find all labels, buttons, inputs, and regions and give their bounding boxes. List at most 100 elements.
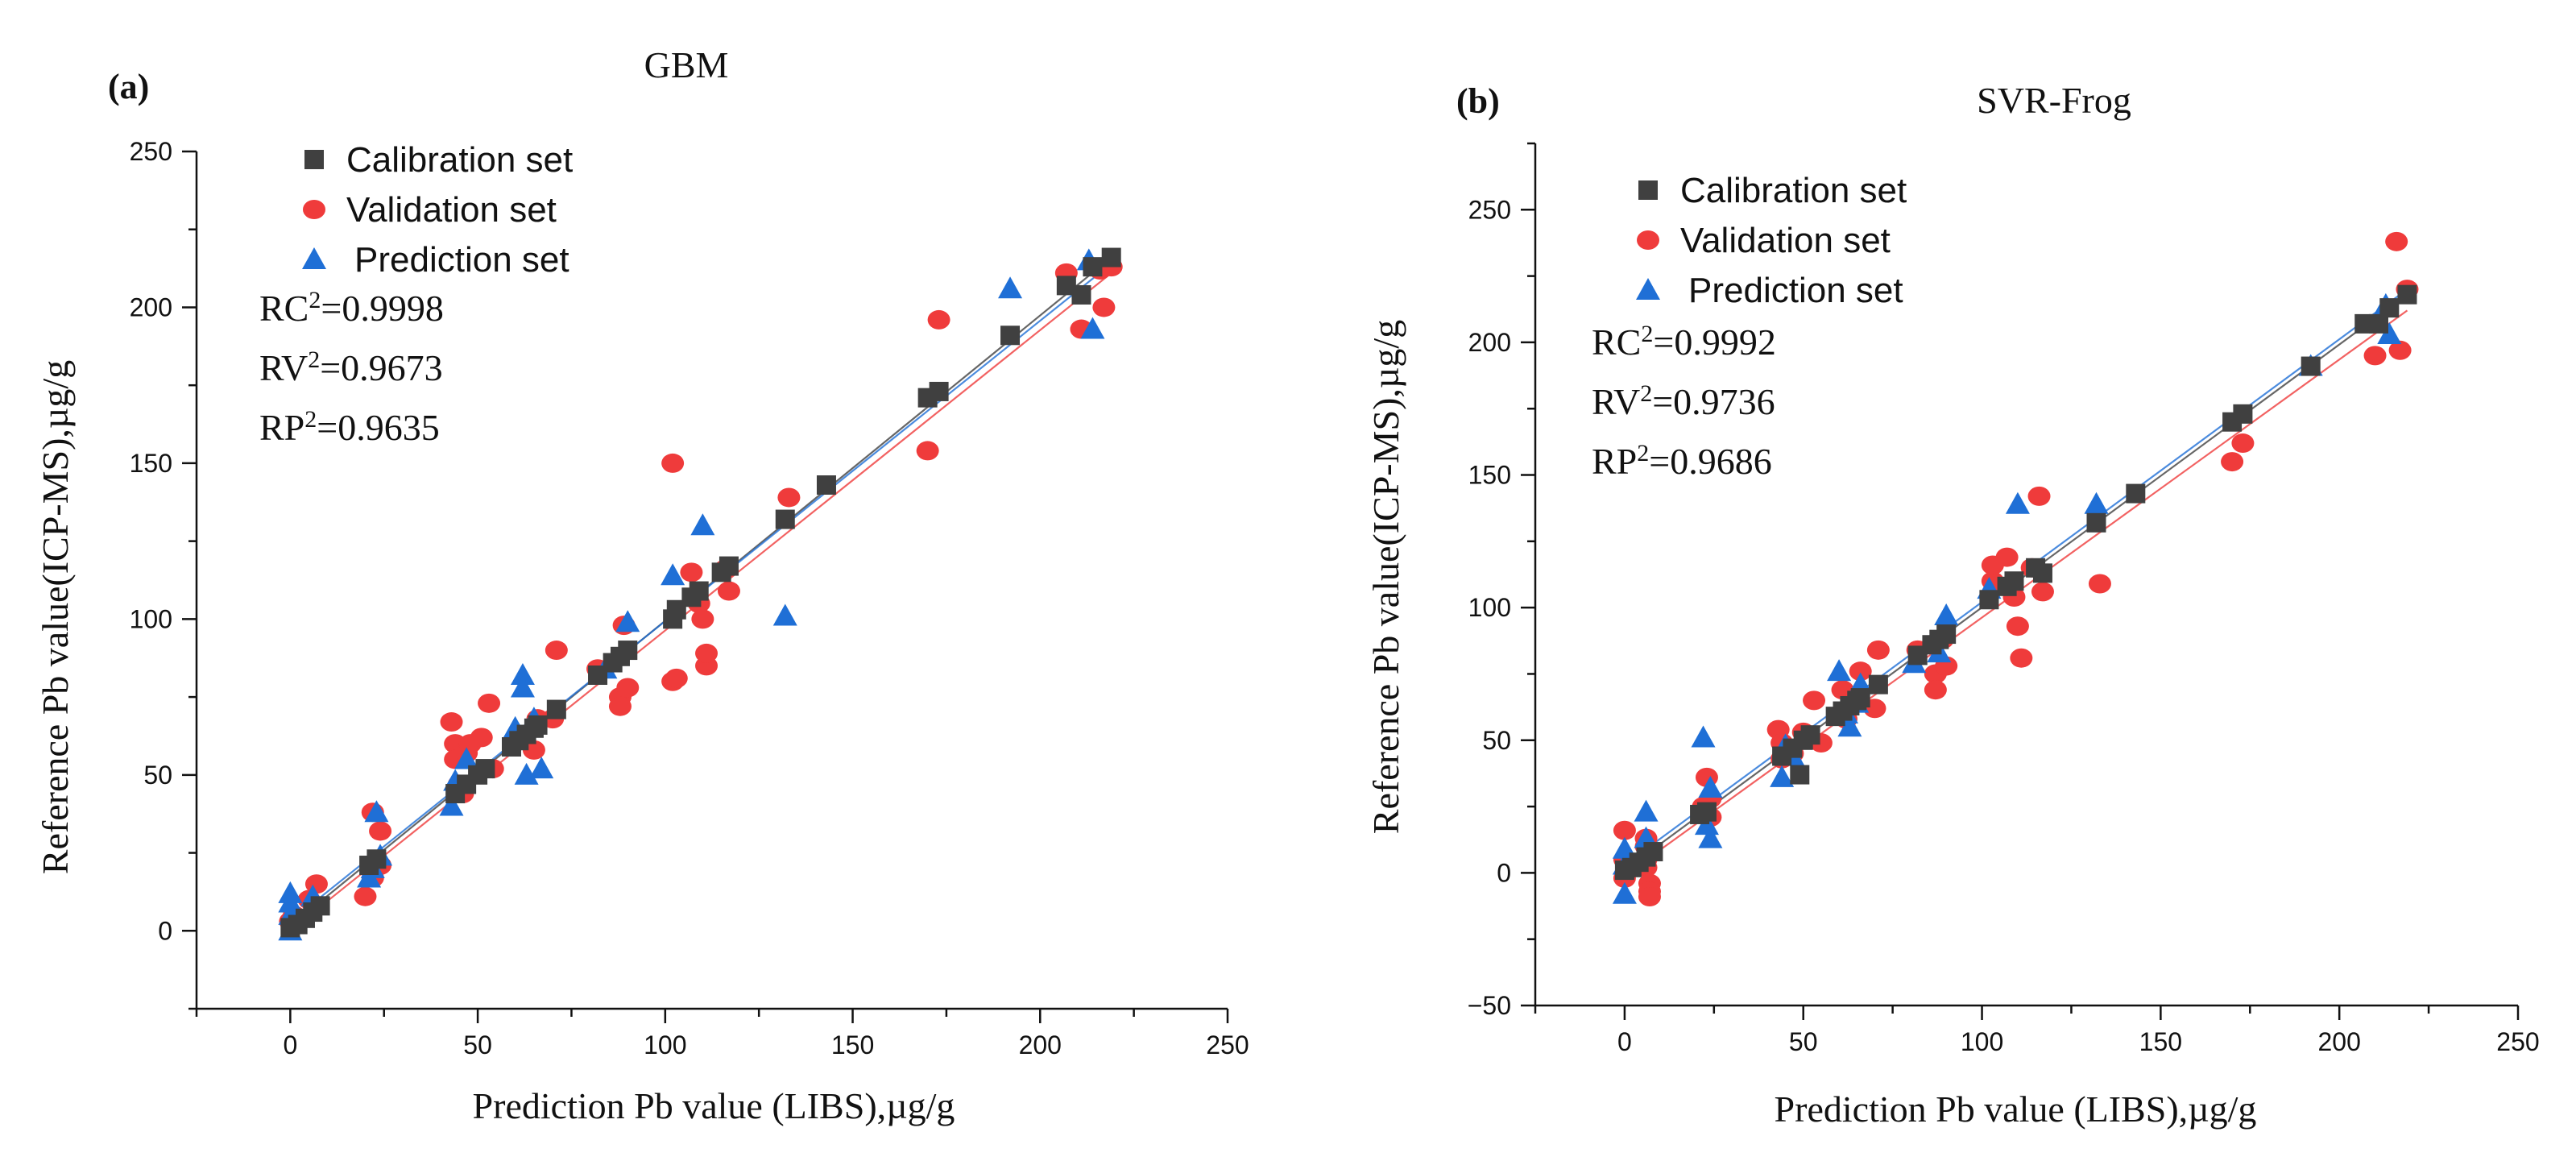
panel-b-legend: Calibration set Validation set Prediction … [1636, 171, 1907, 310]
r-squared-annotation: RC2=0.9998 [259, 287, 444, 329]
data-point [665, 668, 688, 688]
legend-marker [1636, 278, 1660, 300]
r-squared-annotation: RP2=0.9686 [1592, 440, 1772, 482]
data-point [929, 381, 949, 401]
panel-b-x-tick-label: 200 [2317, 1027, 2360, 1056]
data-point [2088, 574, 2111, 594]
data-point [661, 563, 685, 586]
panel-a-x-axis-label: Prediction Pb value (LIBS),µg/g [473, 1085, 955, 1126]
data-point [1071, 284, 1091, 305]
data-point [1643, 842, 1663, 862]
data-point [510, 663, 535, 686]
data-point [1612, 881, 1637, 904]
data-point [618, 641, 638, 661]
data-point [661, 453, 685, 473]
data-point [529, 757, 554, 779]
data-point [717, 581, 740, 601]
panel-a-x-tick-label: 50 [463, 1030, 492, 1059]
data-point [608, 696, 632, 716]
data-point [616, 678, 640, 698]
data-point [2031, 582, 2054, 602]
panel-b-y-tick-label: −50 [1468, 991, 1511, 1020]
data-point [545, 641, 568, 661]
data-point [2379, 298, 2400, 318]
data-point [2233, 404, 2253, 424]
data-point [1696, 802, 1717, 822]
panel-a-plot: 0 50 100 150 200 250 0 50 100 150 200 250 Calibratio… [130, 137, 1249, 1059]
panel-b: (b) SVR-Frog Prediction Pb value (LIBS),… [1365, 80, 2256, 1130]
panel-a-y-tick-label: 250 [130, 137, 172, 166]
panel-b-x-tick-label: 50 [1789, 1027, 1818, 1056]
panel-a-x-tick-label: 200 [1019, 1030, 1062, 1059]
panel-b-plot: 0 50 100 150 200 250 −50 0 50 100 150 200 250 Calibra… [1468, 142, 2540, 1056]
data-point [680, 562, 703, 583]
panel-b-label: (b) [1456, 81, 1500, 121]
panel-a-y-axis-label: Reference Pb value(ICP-MS),µg/g [35, 360, 76, 874]
data-point [1101, 247, 1121, 267]
panel-a: (a) GBM Prediction Pb value (LIBS),µg/g … [35, 44, 955, 1126]
panel-a-series-calibration-set [280, 247, 1121, 938]
data-point [2032, 563, 2052, 583]
data-point [689, 581, 709, 601]
data-point [1613, 820, 1636, 840]
panel-b-y-tick-label: 250 [1468, 195, 1511, 224]
data-point [1803, 690, 1826, 711]
data-point [1000, 325, 1021, 346]
data-point [2005, 491, 2030, 514]
legend-entry: Calibration set [346, 140, 573, 180]
data-point [1934, 603, 1959, 626]
data-point [1638, 887, 1661, 907]
data-point [1866, 640, 1890, 660]
data-point [1698, 826, 1723, 848]
panel-b-y-tick-label: 150 [1468, 461, 1511, 490]
data-point [2363, 346, 2387, 366]
data-point [927, 309, 950, 330]
panel-b-y-tick-label: 100 [1468, 593, 1511, 622]
data-point [690, 513, 715, 536]
data-point [354, 886, 377, 906]
data-point [1080, 317, 1105, 339]
legend-marker [303, 200, 325, 219]
panel-b-y-axis-label: Reference Pb value(ICP-MS),µg/g [1365, 320, 1406, 834]
data-point [1770, 765, 1795, 787]
data-point [475, 759, 495, 779]
data-point [816, 475, 836, 495]
data-point [1083, 257, 1103, 277]
panel-a-y-tick-label: 200 [130, 292, 172, 321]
data-point [1092, 297, 1116, 317]
data-point [364, 800, 389, 823]
data-point [2377, 322, 2402, 345]
panel-a-title: GBM [644, 44, 729, 85]
panel-b-x-tick-label: 150 [2139, 1027, 2182, 1056]
data-point [369, 821, 392, 841]
data-point [310, 896, 330, 916]
data-point [1995, 547, 2019, 567]
data-point [1634, 799, 1659, 822]
data-point [278, 881, 303, 903]
data-point [615, 610, 640, 632]
data-point [1868, 674, 1888, 695]
data-point [304, 874, 328, 894]
data-point [454, 747, 479, 769]
panel-b-series-calibration-set [1614, 284, 2417, 881]
data-point [2010, 648, 2033, 668]
data-point [2086, 512, 2106, 533]
data-point [478, 693, 501, 713]
data-point [777, 487, 801, 508]
data-point [1790, 765, 1810, 785]
data-point [1924, 680, 1947, 700]
data-point [1849, 661, 1872, 682]
data-point [695, 643, 719, 663]
data-point [2221, 452, 2244, 472]
r-squared-annotation: RP2=0.9635 [259, 406, 440, 448]
r-squared-annotation: RV2=0.9673 [259, 346, 443, 388]
data-point [1691, 725, 1716, 748]
panel-a-y-tick-label: 100 [130, 604, 172, 633]
panel-b-x-tick-label: 100 [1961, 1027, 2003, 1056]
data-point [998, 276, 1023, 299]
panel-a-y-tick-label: 150 [130, 449, 172, 478]
data-point [514, 762, 539, 785]
data-point [546, 699, 566, 719]
